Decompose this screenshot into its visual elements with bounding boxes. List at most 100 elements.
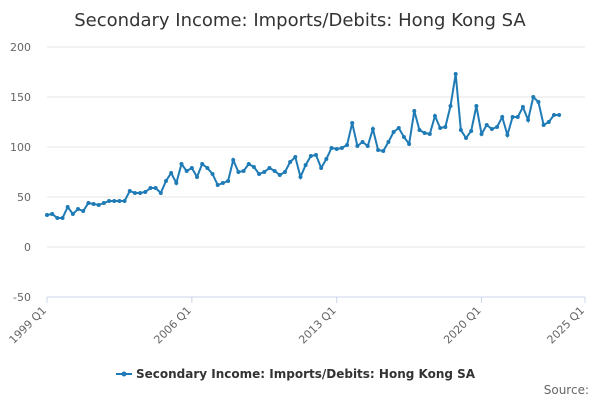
data-point (251, 165, 256, 169)
data-point (484, 123, 489, 127)
data-point (122, 199, 127, 203)
data-point (350, 121, 355, 125)
y-tick-label: -50 (13, 291, 31, 304)
data-point (334, 147, 339, 151)
data-point (551, 113, 556, 117)
y-axis: -50 0 50 100 150 200 (10, 41, 31, 304)
data-point (308, 154, 313, 158)
data-point (505, 133, 510, 137)
data-point (360, 140, 365, 144)
x-tick-label: 1999 Q1 (7, 304, 50, 347)
data-point (298, 175, 303, 179)
data-point (174, 181, 179, 185)
data-point (158, 191, 163, 195)
data-point (50, 212, 55, 216)
data-point (319, 166, 324, 170)
y-tick-label: 200 (10, 41, 31, 54)
y-tick-label: 0 (24, 241, 31, 254)
data-point (324, 157, 329, 161)
data-point (407, 142, 412, 146)
data-point (169, 171, 174, 175)
data-point (546, 120, 551, 124)
data-point (288, 160, 293, 164)
data-point (189, 166, 194, 170)
data-point (355, 144, 360, 148)
data-point (458, 128, 463, 132)
x-tick-label: 2013 Q1 (296, 304, 339, 347)
data-point (541, 123, 546, 127)
legend-label: Secondary Income: Imports/Debits: Hong K… (136, 367, 476, 381)
y-tick-label: 100 (10, 141, 31, 154)
chart-title: Secondary Income: Imports/Debits: Hong K… (74, 10, 526, 31)
data-point (55, 216, 60, 220)
data-point (520, 105, 525, 109)
data-point (381, 149, 386, 153)
data-point (370, 127, 375, 131)
data-point (70, 212, 75, 216)
data-point (464, 136, 469, 140)
data-point (401, 135, 406, 139)
data-point (91, 202, 96, 206)
data-point (179, 162, 184, 166)
data-point (138, 191, 143, 195)
data-point (272, 169, 277, 173)
data-point (396, 126, 401, 130)
data-point (81, 209, 86, 213)
data-point (86, 201, 91, 205)
data-point (515, 115, 520, 119)
data-point (153, 186, 158, 190)
data-point (148, 186, 153, 190)
data-point (495, 125, 500, 129)
legend[interactable]: Secondary Income: Imports/Debits: Hong K… (116, 367, 476, 381)
data-point (215, 183, 220, 187)
data-point (96, 203, 101, 207)
data-point (422, 131, 427, 135)
data-point (231, 158, 236, 162)
data-point (101, 201, 106, 205)
data-point (76, 207, 81, 211)
data-point (184, 169, 189, 173)
data-point (448, 104, 453, 108)
data-point (489, 127, 494, 131)
data-point (500, 115, 505, 119)
data-point (557, 113, 562, 117)
data-point (438, 126, 443, 130)
data-point (282, 170, 287, 174)
data-point (241, 169, 246, 173)
legend-marker (121, 371, 127, 377)
data-point (267, 166, 272, 170)
data-point (510, 115, 515, 119)
data-point (195, 175, 200, 179)
data-point (427, 132, 432, 136)
data-point (163, 179, 168, 183)
data-point (417, 128, 422, 132)
data-point (277, 173, 282, 177)
x-tick-label: 2020 Q1 (441, 304, 484, 347)
data-point (453, 72, 458, 76)
data-point (236, 170, 241, 174)
data-point (257, 172, 262, 176)
data-point (117, 199, 122, 203)
data-point (200, 162, 205, 166)
data-point (314, 153, 318, 157)
data-point (303, 163, 308, 167)
data-point (479, 132, 484, 136)
data-point (246, 162, 251, 166)
data-point (132, 191, 137, 195)
data-point (365, 144, 370, 148)
data-point (339, 146, 344, 150)
data-point (262, 170, 267, 174)
data-point (60, 216, 65, 220)
data-point (531, 95, 536, 99)
data-point (45, 213, 49, 217)
data-point (293, 155, 298, 159)
x-axis: 1999 Q1 2006 Q1 2013 Q1 2020 Q1 2025 Q1 (7, 297, 588, 347)
source-label: Source: (544, 383, 589, 397)
data-point (386, 140, 391, 144)
data-point (376, 148, 381, 152)
grid (47, 46, 585, 298)
x-tick-label: 2025 Q1 (545, 304, 588, 347)
data-point (443, 125, 448, 129)
data-point (391, 130, 396, 134)
data-point (205, 166, 210, 170)
